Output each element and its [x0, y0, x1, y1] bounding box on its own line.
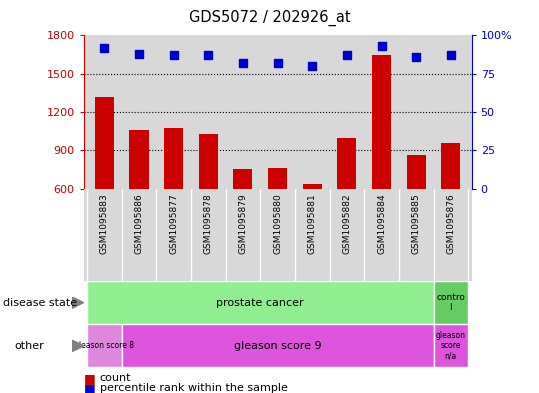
Bar	[268, 168, 287, 265]
Text: gleason
score
n/a: gleason score n/a	[436, 331, 466, 361]
Point	[169, 52, 178, 59]
Text: ■: ■	[84, 371, 95, 385]
Text: other: other	[15, 341, 44, 351]
Text: GSM1095884: GSM1095884	[377, 193, 386, 254]
Point	[446, 52, 455, 59]
Bar	[233, 169, 252, 265]
Point	[204, 52, 212, 59]
Bar	[441, 143, 460, 265]
Text: GSM1095880: GSM1095880	[273, 193, 282, 254]
Bar	[95, 97, 114, 265]
Point	[343, 52, 351, 59]
Text: GSM1095876: GSM1095876	[446, 193, 455, 254]
Bar	[129, 130, 149, 265]
Text: gleason score 8: gleason score 8	[74, 342, 134, 350]
Point	[412, 54, 420, 60]
Bar	[337, 138, 356, 265]
Point	[100, 44, 109, 51]
Text: prostate cancer: prostate cancer	[217, 298, 304, 308]
Point	[273, 60, 282, 66]
Text: gleason score 9: gleason score 9	[234, 341, 321, 351]
Bar	[87, 281, 433, 324]
Bar	[164, 128, 183, 265]
Bar	[372, 55, 391, 265]
Bar	[433, 324, 468, 367]
Text: GSM1095877: GSM1095877	[169, 193, 178, 254]
Point	[308, 63, 316, 69]
Text: count: count	[100, 373, 131, 383]
Text: GSM1095882: GSM1095882	[342, 193, 351, 254]
Polygon shape	[72, 297, 84, 309]
Bar	[122, 324, 433, 367]
Bar	[433, 281, 468, 324]
Text: GSM1095879: GSM1095879	[238, 193, 247, 254]
Text: ■: ■	[84, 382, 95, 393]
Point	[135, 51, 143, 57]
Point	[377, 43, 386, 49]
Text: percentile rank within the sample: percentile rank within the sample	[100, 383, 288, 393]
Text: contro
l: contro l	[437, 293, 465, 312]
Bar	[303, 184, 322, 265]
Bar	[406, 155, 426, 265]
Text: GSM1095881: GSM1095881	[308, 193, 317, 254]
Text: disease state: disease state	[3, 298, 77, 308]
Polygon shape	[72, 340, 84, 352]
Bar	[87, 324, 122, 367]
Text: GSM1095885: GSM1095885	[412, 193, 420, 254]
Point	[239, 60, 247, 66]
Bar	[199, 134, 218, 265]
Text: GSM1095878: GSM1095878	[204, 193, 213, 254]
Text: GSM1095883: GSM1095883	[100, 193, 109, 254]
Text: GDS5072 / 202926_at: GDS5072 / 202926_at	[189, 10, 350, 26]
Text: GSM1095886: GSM1095886	[135, 193, 143, 254]
